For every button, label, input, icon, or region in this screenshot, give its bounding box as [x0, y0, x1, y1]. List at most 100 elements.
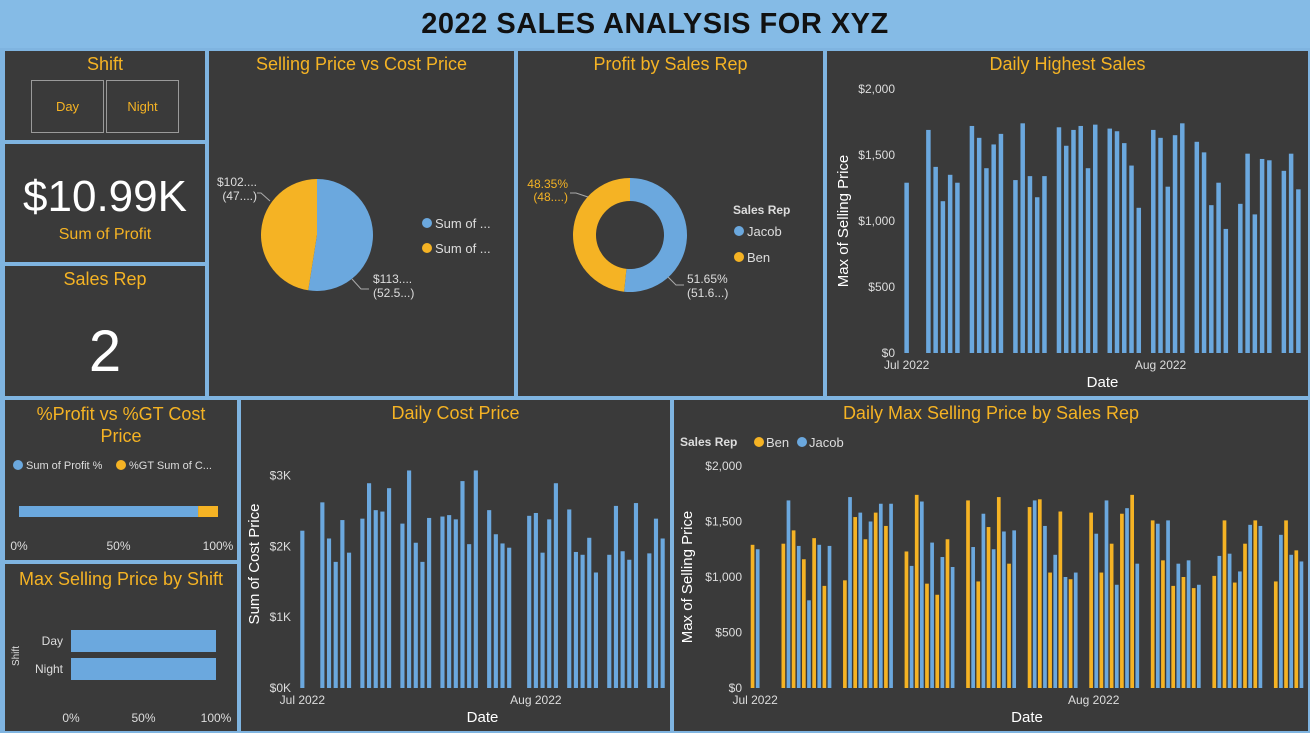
rep-bar-jacob-43 [1196, 584, 1201, 688]
rep-bar-ben-33 [1089, 512, 1093, 688]
shift-day-button[interactable]: Day [31, 80, 104, 133]
rep-bar-jacob-0 [755, 549, 760, 688]
cost-bar-24 [460, 481, 465, 688]
rep-bar-ben-29 [1048, 572, 1052, 688]
highest-bar-32 [1136, 207, 1142, 353]
cost-bar-26 [473, 470, 478, 688]
rep-bar-ben-41 [1171, 585, 1176, 688]
donut-legend-dot-0 [734, 226, 744, 236]
rep-bar-jacob-47 [1238, 571, 1242, 688]
rep-bar-jacob-21 [971, 547, 975, 688]
rep-bar-jacob-46 [1227, 553, 1232, 688]
rep-bar-ben-34 [1099, 572, 1104, 688]
rep-legend-label-1: Jacob [809, 435, 844, 450]
pie-slice-0 [308, 179, 373, 291]
daily-rep-panel: Daily Max Selling Price by Sales Rep Sal… [672, 398, 1310, 733]
highest-bar-21 [1056, 127, 1062, 353]
rep-bar-ben-37 [1130, 494, 1135, 688]
pie-label-1b: (47....) [222, 189, 257, 203]
donut-label-0b: (51.6...) [687, 286, 728, 300]
highest-bar-35 [1158, 137, 1163, 353]
shift-xtick-0: 0% [62, 711, 80, 725]
gt-xtick-0: 0% [10, 539, 28, 553]
rep-bar-ben-24 [996, 497, 1001, 688]
highest-bar-10 [976, 137, 982, 353]
rep-ytick-2: $1,000 [705, 570, 742, 584]
shift-night-button[interactable]: Night [106, 80, 179, 133]
rep-bar-jacob-24 [1002, 531, 1006, 688]
donut-legend-title: Sales Rep [733, 203, 790, 217]
rep-bar-jacob-11 [868, 521, 873, 688]
cost-bar-0 [300, 530, 305, 688]
rep-bar-ben-46 [1222, 520, 1227, 688]
highest-ytick-4: $2,000 [858, 82, 895, 96]
highest-bar-16 [1020, 123, 1025, 353]
highest-bar-5 [940, 201, 946, 353]
cost-bar-17 [413, 542, 418, 688]
pie-label-0b: (52.5...) [373, 286, 414, 300]
highest-bar-0 [904, 182, 909, 353]
gt-legend-label-1: %GT Sum of C... [129, 460, 212, 472]
pie-leader-0 [351, 278, 369, 290]
shift-bar-0 [71, 630, 216, 652]
rep-xtick-1: Aug 2022 [1068, 693, 1120, 707]
salesrep-card: Sales Rep 2 [3, 264, 207, 398]
cost-bar-49 [627, 559, 632, 688]
cost-bar-37 [547, 519, 552, 688]
rep-bar-ben-17 [925, 583, 929, 688]
gt-xtick-2: 100% [203, 539, 234, 553]
cost-bar-40 [567, 509, 572, 688]
shift-cat-0: Day [42, 634, 63, 648]
highest-bar-4 [933, 166, 938, 353]
cost-bar-10 [366, 483, 372, 688]
highest-ytick-3: $1,500 [858, 148, 895, 162]
cost-ytick-2: $2K [270, 539, 291, 553]
profit-gt-panel: %Profit vs %GT Cost Price Sum of Profit … [3, 398, 239, 562]
rep-bar-jacob-36 [1125, 508, 1129, 688]
rep-legend-dot-1 [797, 437, 807, 447]
daily-cost-title: Daily Cost Price [391, 403, 520, 423]
cost-ytick-0: $0K [270, 681, 291, 695]
highest-bar-34 [1151, 129, 1156, 353]
cost-bar-22 [447, 515, 452, 688]
highest-bar-9 [969, 125, 975, 354]
cost-ytick-3: $3K [270, 468, 291, 482]
salesrep-title: Sales Rep [63, 269, 147, 289]
rep-bar-jacob-40 [1166, 520, 1170, 688]
shift-slicer-panel: Shift Day Night [3, 49, 207, 142]
rep-bar-ben-5 [802, 559, 806, 688]
rep-bar-ben-11 [863, 539, 868, 688]
cost-bar-25 [467, 544, 472, 688]
highest-bar-42 [1209, 205, 1214, 353]
cost-bar-3 [320, 502, 325, 688]
profit-by-rep-panel: Profit by Sales Rep 51.65% (51.6...) 48.35… [516, 49, 825, 398]
highest-bar-29 [1114, 131, 1120, 353]
gt-bar-1 [198, 506, 218, 517]
gt-bar-0 [19, 506, 199, 517]
rep-bar-jacob-9 [848, 497, 852, 688]
rep-bar-jacob-41 [1176, 563, 1181, 688]
daily-highest-title: Daily Highest Sales [989, 54, 1146, 74]
gt-xtick-1: 50% [106, 539, 130, 553]
rep-bar-jacob-23 [991, 549, 996, 688]
rep-bar-jacob-12 [878, 503, 883, 688]
profit-gt-title: %Profit vs %GT Cost Price [36, 404, 206, 446]
rep-bar-ben-23 [986, 527, 991, 688]
daily-highest-chart: $0 $500 $1,000 $1,500 $2,000 Jul 2022 Aug 2022… [835, 82, 1301, 391]
rep-bar-jacob-13 [889, 503, 893, 688]
highest-ylabel: Max of Selling Price [835, 155, 852, 288]
rep-bar-jacob-34 [1104, 500, 1109, 688]
cost-bar-18 [420, 561, 425, 688]
highest-bar-6 [947, 174, 953, 353]
highest-bar-48 [1252, 214, 1258, 353]
rep-bar-jacob-18 [940, 557, 945, 688]
selling-vs-cost-panel: Selling Price vs Cost Price $113.... (52.… [207, 49, 516, 398]
cost-bar-36 [540, 552, 545, 688]
rep-bar-ben-15 [904, 551, 909, 688]
rep-bar-jacob-53 [1299, 561, 1304, 688]
rep-bar-ben-0 [750, 544, 755, 688]
rep-bar-ben-52 [1284, 520, 1288, 688]
highest-bar-24 [1078, 125, 1083, 354]
daily-rep-chart: Sales Rep Ben Jacob $0 $500 $1,000 $1,500 $2,00… [679, 435, 1304, 726]
rep-bar-jacob-25 [1012, 530, 1017, 688]
